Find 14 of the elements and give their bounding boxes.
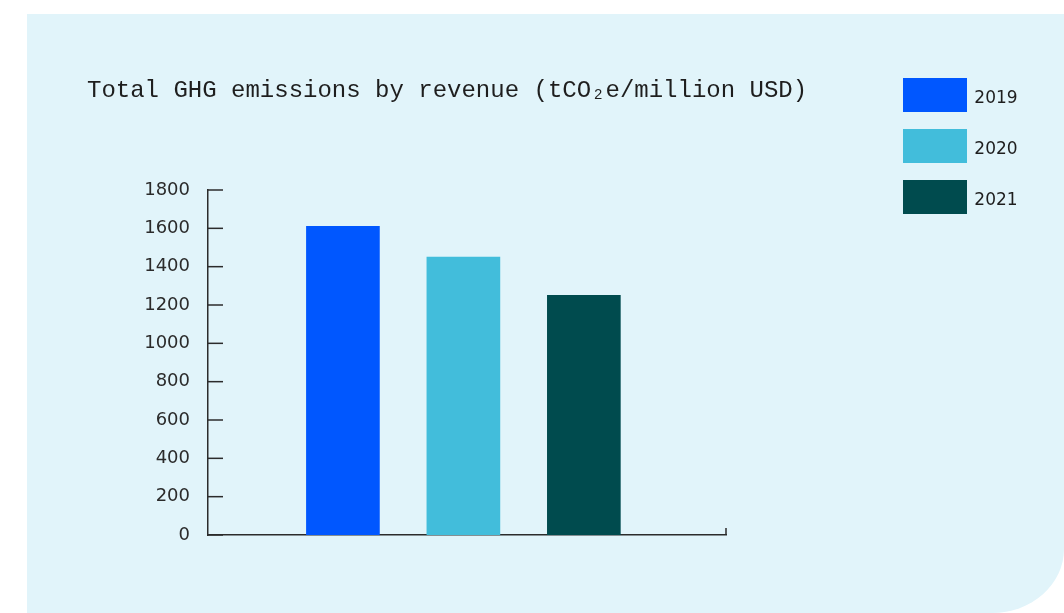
y-tick-label: 1000 bbox=[144, 331, 190, 353]
y-tick-label: 0 bbox=[178, 522, 190, 544]
legend-label: 2019 bbox=[973, 86, 1019, 107]
y-tick-label: 1200 bbox=[144, 292, 190, 314]
y-tick-label: 1600 bbox=[144, 216, 190, 238]
y-tick-label: 1800 bbox=[144, 177, 190, 199]
y-tick-label: 600 bbox=[155, 407, 190, 429]
legend-label: 2021 bbox=[973, 188, 1019, 209]
y-tick-label: 400 bbox=[155, 446, 190, 468]
legend-label: 2020 bbox=[973, 137, 1019, 158]
y-tick-label: 1400 bbox=[144, 254, 190, 276]
chart-title: Total GHG emissions by revenue (tCO₂e/million USD) bbox=[87, 77, 808, 104]
y-tick-label: 200 bbox=[155, 484, 190, 506]
y-tick-label: 800 bbox=[155, 369, 190, 391]
